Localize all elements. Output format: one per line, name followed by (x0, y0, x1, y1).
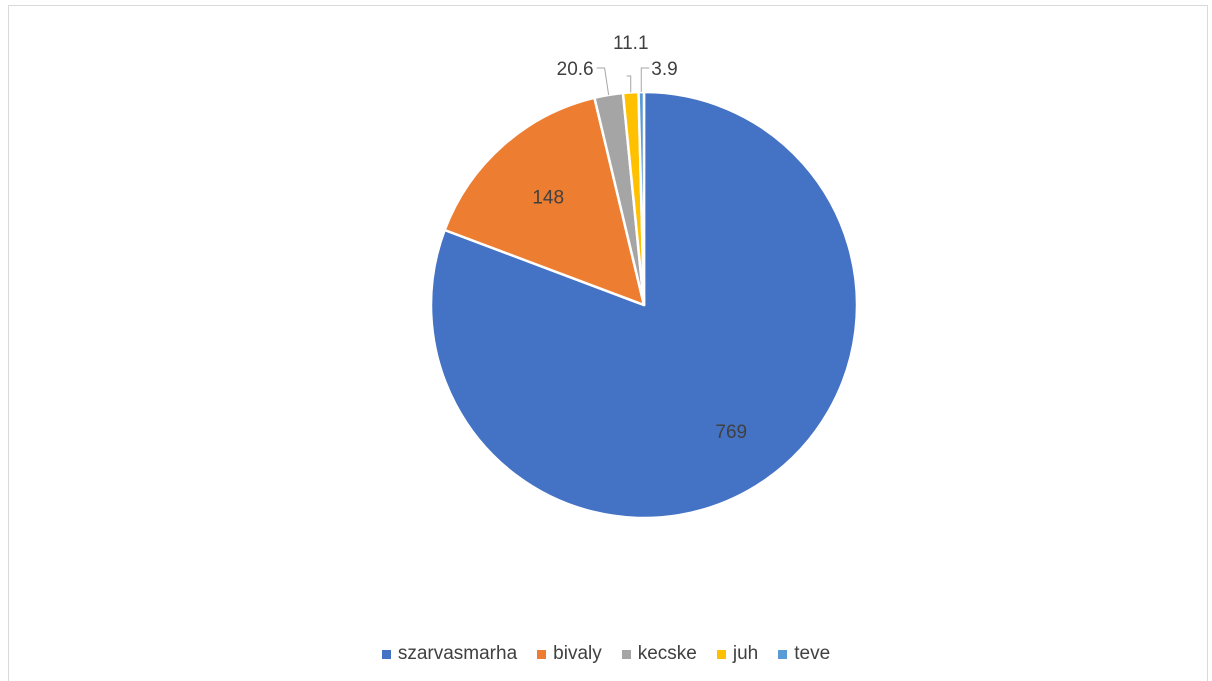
legend-swatch-teve (778, 649, 788, 659)
legend-label-teve: teve (794, 643, 831, 664)
legend-swatch-juh (716, 649, 726, 659)
legend-item-bivaly: bivaly (537, 643, 602, 665)
data-label-bivaly: 148 (532, 187, 564, 208)
legend-item-juh: juh (716, 643, 759, 665)
leader-line-kecske (596, 67, 610, 96)
leader-line-teve (640, 67, 650, 93)
legend-swatch-kecske (621, 649, 631, 659)
legend-item-teve: teve (778, 643, 830, 665)
legend-item-kecske: kecske (621, 643, 697, 665)
data-label-teve: 3.9 (651, 59, 677, 80)
legend-label-bivaly: bivaly (553, 643, 602, 664)
pie-slice-bivaly (443, 96, 646, 307)
legend-item-szarvasmarha: szarvasmarha (381, 643, 518, 665)
legend-label-szarvasmarha: szarvasmarha (397, 643, 518, 664)
legend-label-kecske: kecske (637, 643, 697, 664)
legend-swatch-szarvasmarha (381, 649, 391, 659)
legend-label-juh: juh (732, 643, 759, 664)
data-label-kecske: 20.6 (557, 59, 594, 80)
leader-line-juh (626, 75, 632, 93)
legend: szarvasmarha bivaly kecske juh teve (0, 643, 1212, 665)
data-label-juh: 11.1 (613, 33, 649, 54)
data-label-szarvasmarha: 769 (715, 422, 747, 443)
legend-swatch-bivaly (537, 649, 547, 659)
pie-slice-teve (637, 90, 646, 307)
